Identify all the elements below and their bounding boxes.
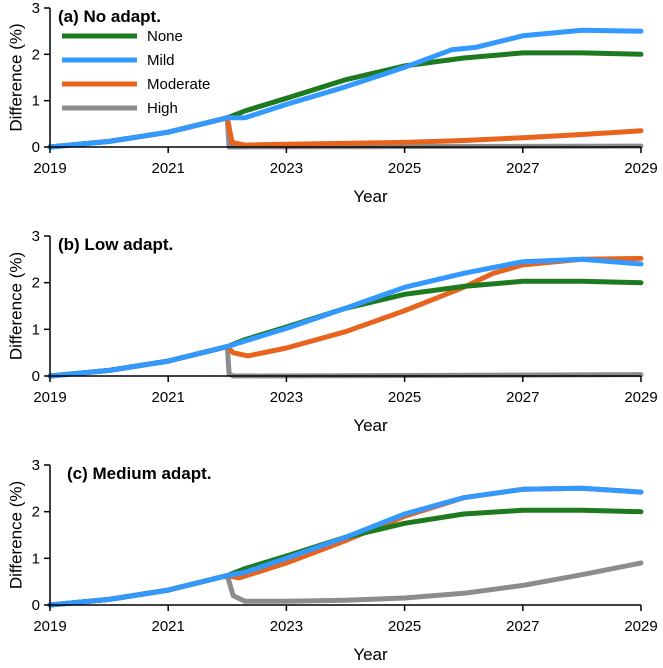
y-tick-label: 0 xyxy=(32,139,40,156)
x-tick-label: 2029 xyxy=(624,389,657,406)
y-axis-title: Difference (%) xyxy=(7,23,26,131)
panel-title: (a) No adapt. xyxy=(58,7,161,26)
x-tick-label: 2027 xyxy=(506,160,539,177)
series-line-high xyxy=(47,344,644,379)
legend-label-mild: Mild xyxy=(147,52,175,69)
series-line-high xyxy=(47,560,644,608)
x-tick-label: 2019 xyxy=(33,618,66,635)
x-axis-title: Year xyxy=(353,187,388,206)
y-tick-label: 2 xyxy=(32,46,40,63)
panel-title: (b) Low adapt. xyxy=(58,235,173,254)
y-tick-label: 2 xyxy=(32,275,40,292)
y-tick-label: 1 xyxy=(32,93,40,110)
y-axis-title: Difference (%) xyxy=(7,481,26,589)
x-tick-label: 2019 xyxy=(33,160,66,177)
x-tick-label: 2023 xyxy=(270,160,303,177)
series-line-mild xyxy=(47,27,644,150)
legend-label-none: None xyxy=(147,28,183,45)
y-tick-label: 0 xyxy=(32,597,40,614)
x-axis-title: Year xyxy=(353,416,388,435)
series-line-moderate xyxy=(47,115,644,150)
y-tick-label: 0 xyxy=(32,368,40,385)
panel-title: (c) Medium adapt. xyxy=(67,464,212,483)
x-tick-label: 2029 xyxy=(624,160,657,177)
x-tick-label: 2027 xyxy=(506,389,539,406)
series-line-moderate xyxy=(47,255,644,379)
x-tick-label: 2019 xyxy=(33,389,66,406)
x-tick-label: 2023 xyxy=(270,389,303,406)
panel-1: 0 1 2 3 2019 2021 2023 2025 2027 2029 Year Differen… xyxy=(7,0,658,206)
x-tick-label: 2029 xyxy=(624,618,657,635)
x-tick-label: 2025 xyxy=(388,160,421,177)
y-axis-title: Difference (%) xyxy=(7,252,26,360)
x-tick-label: 2021 xyxy=(152,618,185,635)
x-tick-label: 2025 xyxy=(388,389,421,406)
series-line-mild xyxy=(47,485,644,608)
panel-3: 0 1 2 3 2019 2021 2023 2025 2027 2029 Year Differen… xyxy=(7,457,658,664)
series-line-mild xyxy=(47,256,644,379)
x-tick-label: 2027 xyxy=(506,618,539,635)
series-line-none xyxy=(47,278,644,379)
series-line-moderate xyxy=(47,485,644,608)
y-tick-label: 3 xyxy=(32,0,40,17)
y-tick-label: 3 xyxy=(32,457,40,474)
series-line-none xyxy=(47,507,644,608)
legend: None Mild Moderate High xyxy=(62,28,210,117)
y-tick-label: 2 xyxy=(32,504,40,521)
series-line-none xyxy=(47,50,644,150)
legend-label-high: High xyxy=(147,100,178,117)
y-tick-label: 1 xyxy=(32,550,40,567)
x-tick-label: 2021 xyxy=(152,389,185,406)
panel-2: 0 1 2 3 2019 2021 2023 2025 2027 2029 Year Differen… xyxy=(7,228,658,435)
x-tick-label: 2025 xyxy=(388,618,421,635)
x-tick-label: 2021 xyxy=(152,160,185,177)
y-tick-label: 3 xyxy=(32,228,40,245)
x-tick-label: 2023 xyxy=(270,618,303,635)
y-tick-label: 1 xyxy=(32,321,40,338)
legend-label-moderate: Moderate xyxy=(147,76,210,93)
x-axis-title: Year xyxy=(353,645,388,664)
